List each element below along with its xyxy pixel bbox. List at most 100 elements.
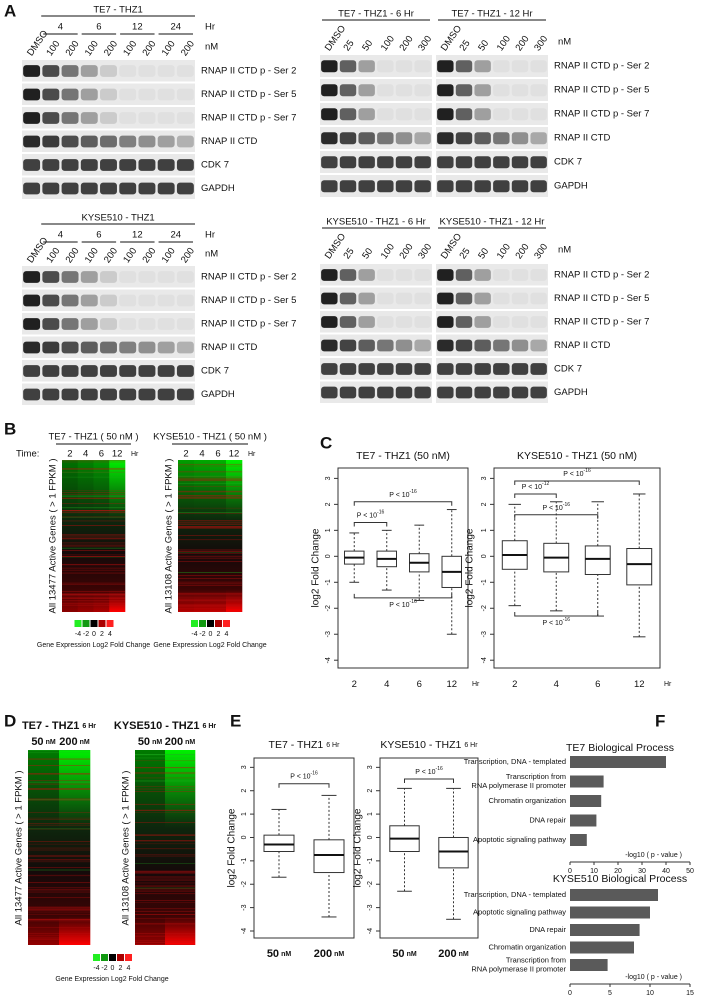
heatmap-stripe [28, 750, 90, 752]
heatmap-stripe [178, 596, 242, 598]
blot-band [80, 135, 98, 148]
blot-band [80, 271, 98, 283]
dose-label: 50 nM [31, 736, 56, 748]
heatmap-column [165, 750, 196, 945]
category: 4 [554, 679, 559, 690]
blot-band [42, 88, 60, 101]
heatmap-stripe [28, 798, 90, 800]
heatmap-title: KYSE510 - THZ1 6 Hr [114, 720, 216, 732]
blot-band [395, 316, 413, 328]
heatmap-stripe [135, 914, 195, 915]
blot-band [176, 65, 194, 77]
blot-row-label: RNAP II CTD [201, 342, 257, 353]
x-tick-label: 0 [568, 868, 572, 875]
x-tick-label: 30 [638, 868, 646, 875]
y-tick-label: -1 [481, 579, 488, 585]
blot-band [138, 341, 156, 354]
time-label: 12 [132, 22, 143, 33]
heatmap-stripe [135, 834, 195, 836]
category-label: Transcription from [506, 772, 566, 781]
blot-band [138, 271, 156, 283]
heatmap-stripe [62, 468, 125, 470]
blot-band [493, 108, 510, 121]
bar [570, 959, 608, 971]
blot-band [176, 112, 194, 124]
blot-row-label: RNAP II CTD p - Ser 5 [554, 293, 649, 304]
category-label: Chromatin organization [488, 942, 566, 951]
blot-band [414, 269, 431, 281]
heatmap-column [28, 750, 60, 945]
y-tick-label: 3 [325, 476, 332, 480]
x-tick-label: 50 nM [267, 948, 292, 960]
category-label: Apoptotic signaling pathway [473, 835, 566, 844]
p-value: P < 10-12 [522, 481, 550, 491]
heatmap-stripe [62, 510, 125, 511]
heatmap-stripe [62, 520, 125, 522]
heatmap-stripe [28, 817, 90, 819]
blot-band [80, 112, 98, 124]
blot-band [511, 132, 529, 145]
blot-band [42, 271, 60, 283]
chart-title: KYSE510 Biological Process [553, 873, 687, 885]
blot-row-label: RNAP II CTD p - Ser 7 [201, 112, 296, 123]
heatmap-stripe [62, 591, 125, 592]
heatmap-stripe [178, 520, 242, 522]
heatmap-stripe [135, 767, 195, 769]
heatmap-stripe [178, 525, 242, 527]
heatmap-stripe [62, 597, 125, 599]
heatmap-stripe [62, 547, 125, 549]
blot-title: TE7 - THZ1 [93, 5, 142, 16]
y-axis-label: log2 Fold Change [227, 808, 238, 887]
blot-band [119, 294, 137, 307]
lane-label: 100 [495, 34, 513, 53]
time-unit: Hr [205, 22, 215, 33]
heatmap-stripe [62, 510, 125, 512]
heatmap-stripe [135, 809, 195, 811]
blot-band [455, 292, 473, 305]
heatmap-stripe [135, 871, 195, 873]
blot-band [176, 318, 194, 330]
blot-band [339, 156, 357, 169]
heatmap-stripe [178, 490, 242, 492]
y-axis-label: log2 Fold Change [311, 528, 322, 607]
heatmap-stripe [28, 788, 90, 789]
heatmap-stripe [62, 510, 125, 512]
legend-tick: -4 [75, 631, 81, 638]
time-label: 12 [229, 449, 240, 460]
legend-tick: 0 [111, 965, 115, 972]
y-axis-label: log2 Fold Change [465, 528, 476, 607]
y-tick-label: -1 [325, 579, 332, 585]
lane-label: 100 [495, 242, 513, 261]
y-tick-label: -3 [481, 631, 488, 637]
heatmap-title: KYSE510 - THZ1 ( 50 nM ) [153, 432, 267, 443]
blot-band [414, 84, 431, 97]
heatmap-stripe [135, 785, 195, 787]
p-value: P < 10-16 [389, 599, 417, 609]
heatmap-stripe [135, 843, 195, 845]
blot-band [493, 60, 510, 73]
blot-band [358, 84, 375, 97]
blot-band [493, 292, 510, 305]
heatmap-stripe [28, 861, 90, 863]
heatmap-stripe [28, 874, 90, 876]
category: 12 [446, 679, 457, 690]
heatmap-stripe [28, 783, 90, 785]
x-tick-label: 2 [352, 679, 357, 690]
lane-label: 200 [64, 246, 82, 265]
blot-band [474, 180, 491, 193]
blot-band [119, 112, 137, 124]
blot-band [119, 341, 137, 354]
legend-tick: 0 [209, 631, 213, 638]
blot-band [42, 388, 60, 401]
heatmap-column [135, 750, 166, 945]
category-unit: nM [459, 951, 469, 958]
blot-band [61, 388, 79, 401]
blot-band [437, 386, 454, 399]
heatmap-stripe [135, 810, 195, 811]
heatmap-stripe [135, 834, 195, 836]
chart-title: KYSE510 - THZ1 6 Hr [380, 739, 478, 751]
legend-swatch [109, 954, 116, 961]
blot-band [358, 386, 375, 399]
blot-row-label: CDK 7 [554, 363, 582, 374]
